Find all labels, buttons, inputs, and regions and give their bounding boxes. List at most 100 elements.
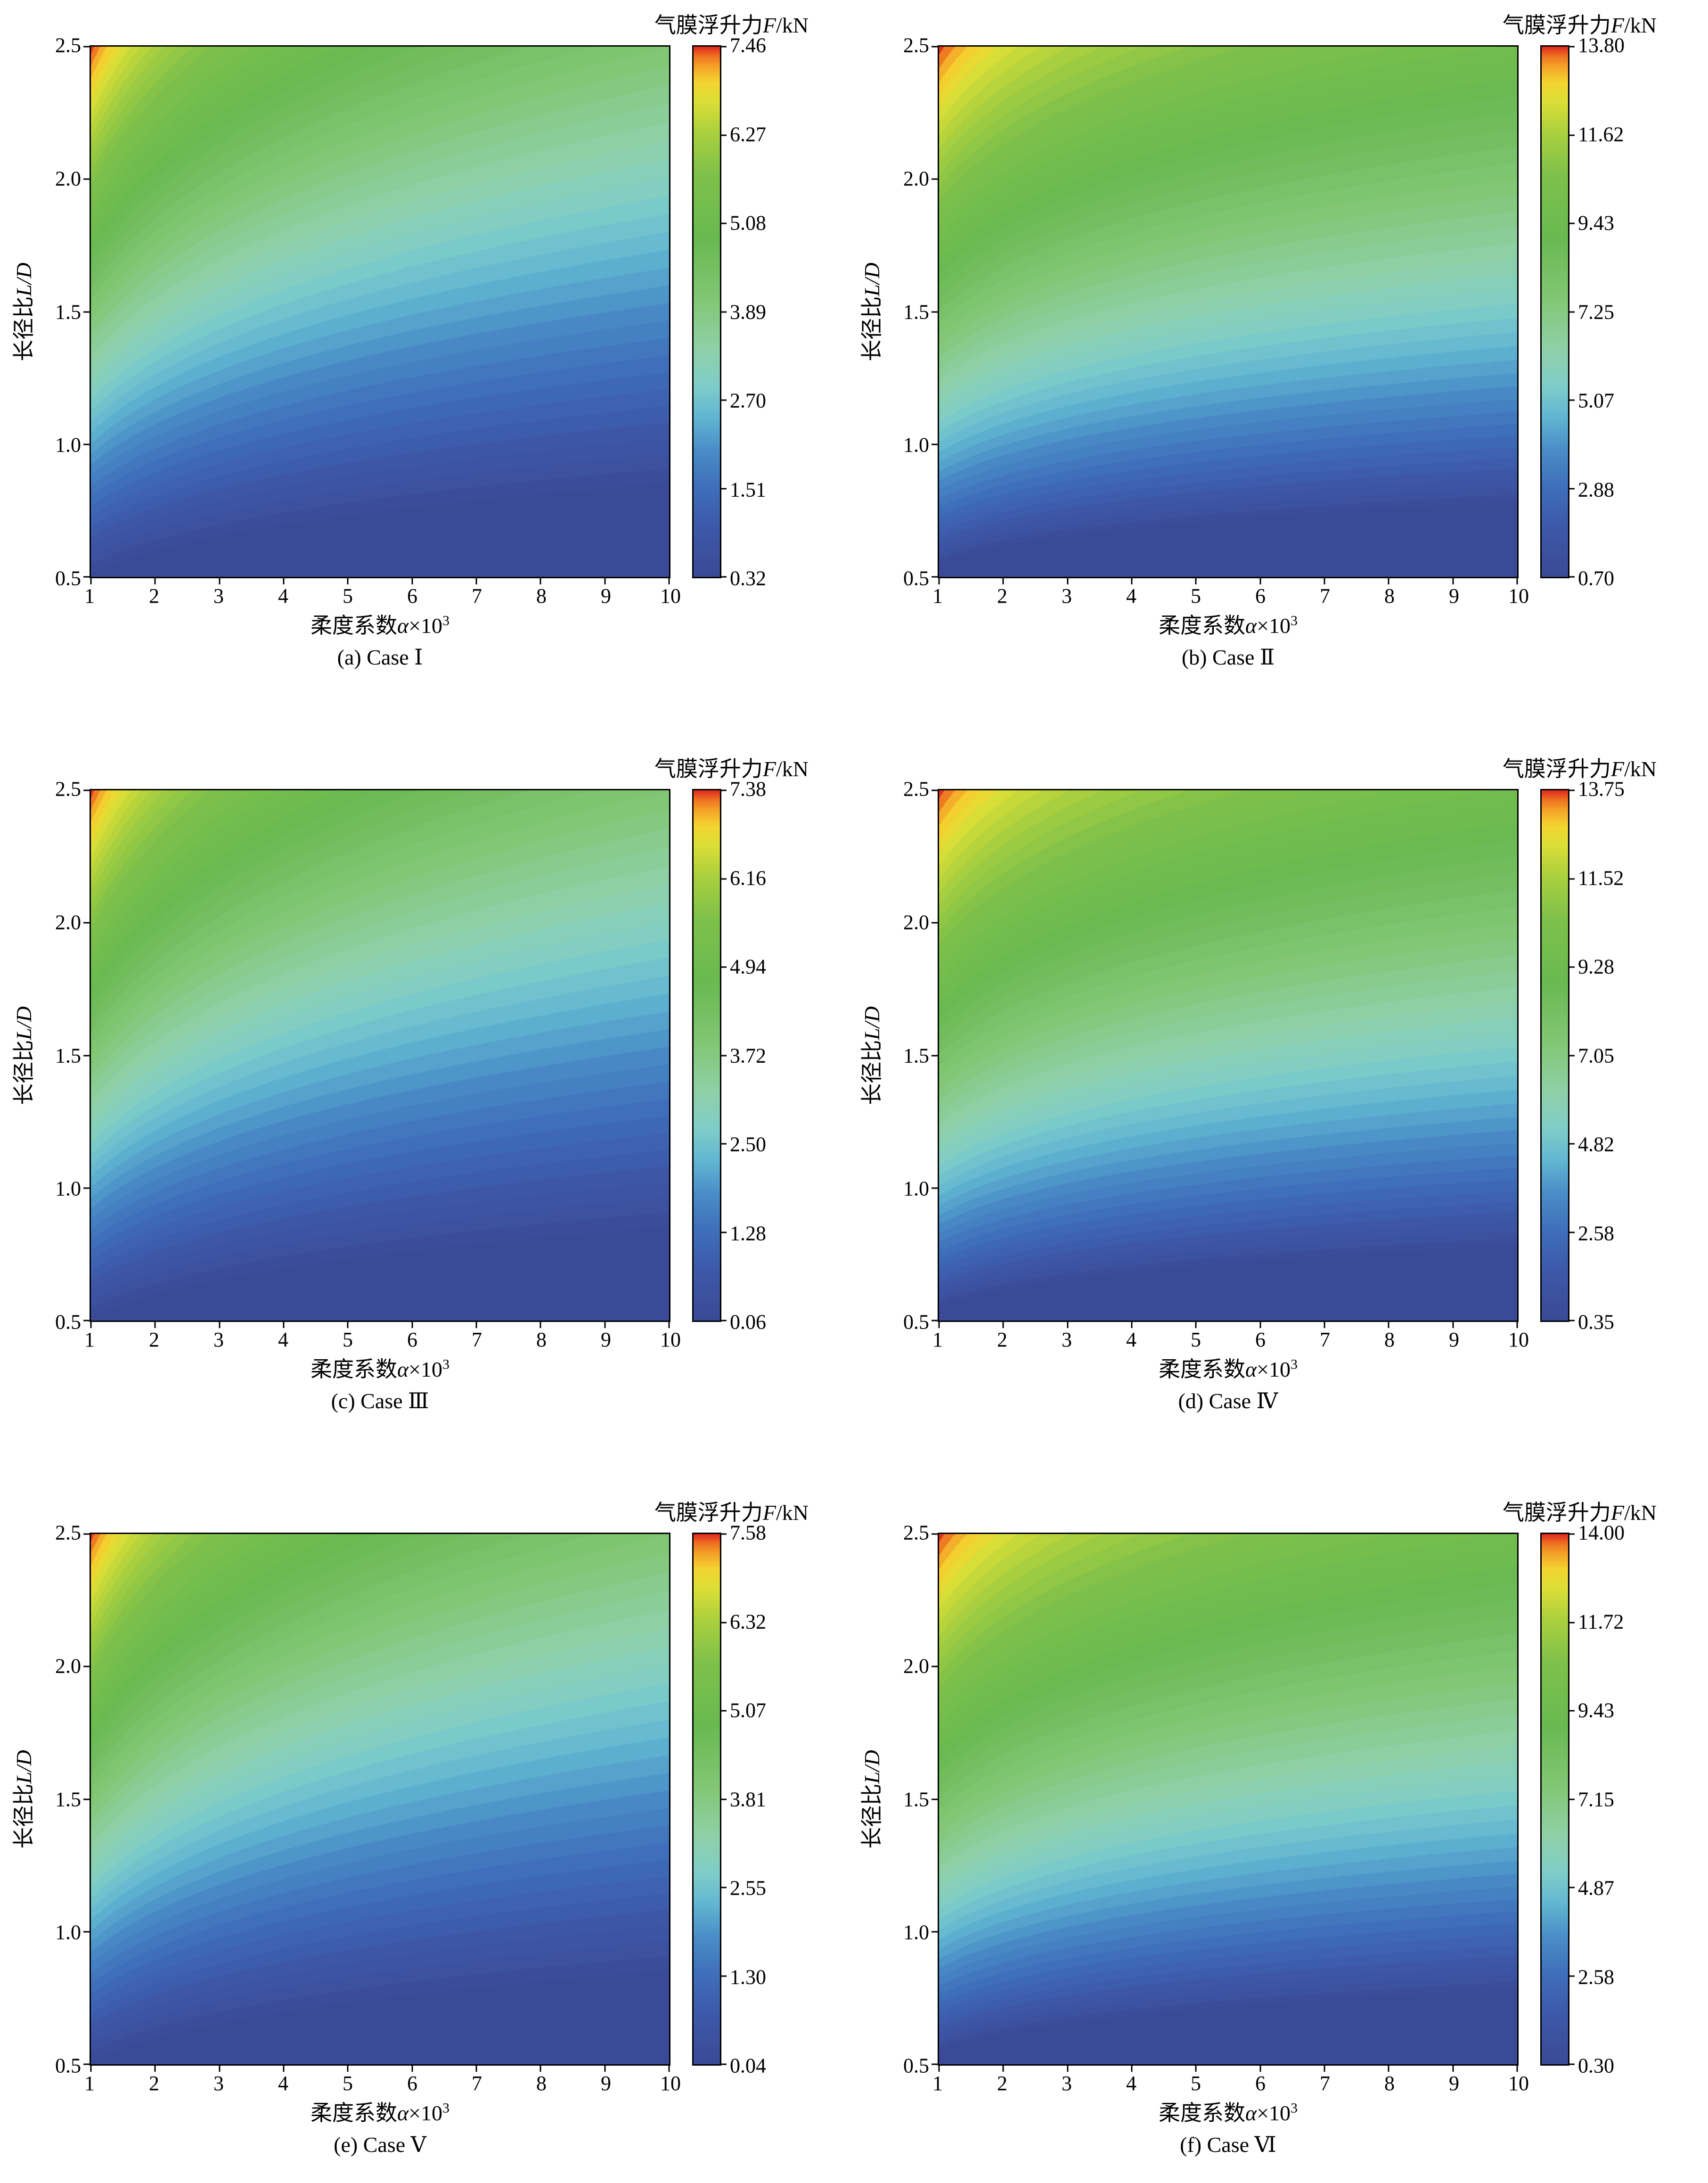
- y-tick-mark: [83, 1666, 90, 1667]
- colorbar-title: 气膜浮升力F/kN: [8, 757, 809, 785]
- colorbar-tick-label: 11.72: [1578, 1610, 1624, 1633]
- x-tick-label: 8: [536, 584, 547, 607]
- y-axis-label: 长径比L/D: [7, 1750, 38, 1849]
- y-tick-mark: [932, 922, 938, 924]
- figure-caption: (a) Case Ⅰ: [337, 645, 423, 669]
- colorbar-tick-label: 0.06: [730, 1310, 766, 1334]
- x-axis-label-symbol: α: [1245, 614, 1257, 638]
- y-axis-label-symbol: L/D: [12, 1749, 36, 1784]
- y-axis-label-text: 长径比: [860, 1783, 884, 1849]
- colorbar-tick-label: 4.87: [1578, 1876, 1614, 1900]
- colorbar-title-text: 气膜浮升力: [654, 1501, 763, 1525]
- y-tick-label: 1.0: [903, 1177, 929, 1200]
- colorbar-tick-label: 7.25: [1578, 300, 1614, 323]
- y-tick-mark: [83, 789, 90, 791]
- x-axis-label-symbol: α: [397, 1357, 409, 1381]
- colorbar-tick-mark: [1569, 46, 1575, 48]
- colorbar-tick-label: 7.58: [730, 1521, 766, 1544]
- plot-area-row: 长径比L/D 2.5 2.0 1.5 1.0 0.5 7.46 6.27 5.08 3.89 2…: [8, 34, 856, 590]
- y-tick-label: 0.5: [903, 1310, 929, 1334]
- x-tick-label: 7: [472, 584, 482, 607]
- y-axis-label-symbol: L/D: [860, 1749, 884, 1784]
- colorbar-tick-label: 11.52: [1578, 866, 1624, 889]
- colorbar-title: 气膜浮升力F/kN: [8, 1501, 809, 1529]
- colorbar-title-unit: /kN: [776, 13, 809, 37]
- colorbar-tick-label: 13.80: [1578, 33, 1625, 57]
- colorbar-tick-mark: [1569, 1320, 1575, 1321]
- y-axis-label-container: 长径比L/D: [8, 789, 37, 1322]
- x-tick-label: 4: [278, 584, 288, 607]
- x-tick-mark: [411, 578, 413, 584]
- x-tick-mark: [1067, 1322, 1069, 1328]
- x-tick-mark: [1388, 2066, 1389, 2072]
- y-axis-ticks: 2.5 2.0 1.5 1.0 0.5: [885, 778, 938, 1334]
- x-tick-label: 4: [278, 1328, 288, 1351]
- y-tick-label: 2.0: [55, 1654, 81, 1678]
- x-tick-mark: [411, 1322, 413, 1328]
- colorbar-title-text: 气膜浮升力: [654, 13, 763, 37]
- figure-caption: (c) Case Ⅲ: [331, 1389, 429, 1413]
- y-axis-label: 长径比L/D: [7, 1006, 38, 1105]
- colorbar-tick-label: 13.75: [1578, 777, 1625, 801]
- x-tick-label: 9: [600, 584, 611, 607]
- x-tick-label: 8: [1384, 584, 1395, 607]
- colorbar-tick-mark: [1569, 789, 1575, 791]
- colorbar: [1540, 1533, 1575, 2066]
- x-tick-label: 6: [1255, 2072, 1266, 2095]
- colorbar-canvas-a: [694, 47, 720, 577]
- y-axis-label-symbol: L/D: [860, 262, 884, 296]
- colorbar-tick-mark: [721, 576, 727, 578]
- y-tick-mark: [932, 178, 938, 180]
- x-tick-label: 5: [342, 1328, 353, 1351]
- x-tick-label: 10: [1508, 2072, 1529, 2095]
- x-axis-label-exponent: 3: [442, 613, 450, 629]
- x-tick-label: 7: [1320, 2072, 1330, 2095]
- colorbar-tick-mark: [721, 789, 727, 791]
- colorbar: [692, 1533, 727, 2066]
- x-axis-ticks: 1 2 3 4 5 6 7 8 9 10: [932, 1322, 1529, 1352]
- x-tick-mark: [219, 578, 221, 584]
- heatmap-canvas-e: [91, 1534, 669, 2064]
- heatmap-plot: [932, 1533, 1519, 2072]
- colorbar: [1540, 45, 1575, 578]
- y-tick-label: 2.0: [903, 1654, 929, 1678]
- colorbar-canvas-e: [694, 1534, 720, 2064]
- x-tick-mark: [154, 1322, 156, 1328]
- x-tick-label: 2: [148, 1328, 159, 1351]
- colorbar-tick-label: 2.58: [1578, 1965, 1614, 1988]
- y-tick-mark: [83, 1320, 90, 1321]
- x-tick-label: 8: [536, 2072, 547, 2095]
- colorbar-tick-mark: [1569, 134, 1575, 136]
- figure-b: 气膜浮升力F/kN 长径比L/D 2.5 2.0 1.5 1.0 0.5 13.80 11…: [856, 13, 1704, 670]
- heatmap-canvas-b: [939, 47, 1517, 577]
- x-tick-label: 7: [1320, 584, 1330, 607]
- y-tick-mark: [932, 1187, 938, 1189]
- x-tick-mark: [283, 1322, 285, 1328]
- x-tick-mark: [604, 2066, 606, 2072]
- x-tick-mark: [1452, 578, 1454, 584]
- figure-caption: (f) Case Ⅵ: [1180, 2133, 1276, 2157]
- x-tick-label: 6: [407, 584, 417, 607]
- colorbar-tick-mark: [721, 1231, 727, 1233]
- heatmap-canvas-f: [939, 1534, 1517, 2064]
- y-axis-ticks: 2.5 2.0 1.5 1.0 0.5: [885, 1521, 938, 2077]
- y-tick-mark: [83, 46, 90, 48]
- x-tick-mark: [539, 2066, 541, 2072]
- x-axis-label-mult: ×10: [409, 2101, 443, 2125]
- x-tick-label: 1: [932, 1328, 943, 1351]
- y-tick-label: 1.0: [55, 1177, 81, 1200]
- x-tick-label: 5: [1190, 1328, 1201, 1351]
- y-tick-label: 2.5: [55, 33, 81, 57]
- x-tick-mark: [475, 1322, 477, 1328]
- x-tick-mark: [90, 2066, 92, 2072]
- y-tick-mark: [83, 178, 90, 180]
- colorbar-canvas-b: [1542, 47, 1568, 577]
- colorbar-tick-label: 5.07: [1578, 389, 1614, 412]
- colorbar-tick-mark: [1569, 878, 1575, 879]
- colorbar-tick-mark: [1569, 2063, 1575, 2065]
- y-tick-label: 1.0: [55, 1920, 81, 1944]
- y-axis-label-text: 长径比: [860, 296, 884, 361]
- y-tick-label: 2.0: [903, 911, 929, 934]
- y-tick-mark: [932, 1666, 938, 1667]
